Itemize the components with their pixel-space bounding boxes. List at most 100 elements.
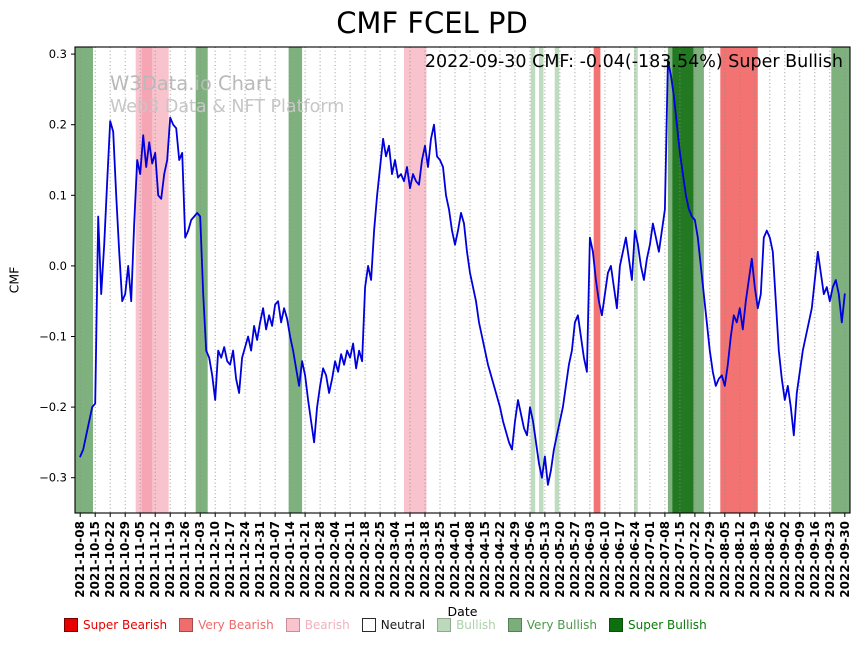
zone-band-bullish: [539, 47, 544, 513]
x-tick-label: 2021-11-05: [133, 521, 147, 598]
x-tick-label: 2022-06-24: [628, 521, 642, 598]
x-tick-label: 2022-02-04: [328, 521, 342, 598]
x-tick-label: 2021-11-26: [178, 521, 192, 598]
x-tick-label: 2021-12-24: [238, 521, 252, 598]
x-tick-label: 2022-09-02: [778, 521, 792, 598]
x-tick-label: 2022-06-03: [583, 521, 597, 598]
x-tick-label: 2022-04-01: [448, 521, 462, 598]
watermark-tagline: Web3 Data & NFT Platform: [110, 97, 345, 117]
x-tick-label: 2021-10-29: [118, 521, 132, 598]
y-tick-label: 0.2: [49, 118, 67, 132]
chart-title: CMF FCEL PD: [336, 6, 528, 40]
y-tick-label: −0.1: [39, 330, 67, 344]
zone-band-very_bearish: [720, 47, 758, 513]
legend-item: Neutral: [361, 618, 426, 632]
legend-label: Super Bearish: [83, 618, 168, 632]
x-tick-label: 2022-07-29: [703, 521, 717, 598]
plot-border: [74, 46, 851, 514]
x-tick-label: 2022-06-17: [613, 521, 627, 598]
x-axis-label: Date: [447, 604, 478, 619]
x-tick-label: 2022-04-15: [478, 521, 492, 598]
zone-band-bearish: [404, 47, 427, 513]
zone-band-bullish: [634, 47, 638, 513]
x-tick-label: 2022-07-01: [643, 521, 657, 598]
x-tick-label: 2022-01-21: [298, 521, 312, 598]
zone-band-very_bullish: [831, 47, 850, 513]
y-tick-label: 0.0: [49, 259, 67, 273]
x-tick-label: 2022-02-25: [373, 521, 387, 598]
x-tick-label: 2022-08-12: [733, 521, 747, 598]
legend-item: Bullish: [437, 618, 496, 632]
x-tick-label: 2022-08-05: [718, 521, 732, 598]
x-tick-label: 2021-11-19: [163, 521, 177, 598]
x-tick-label: 2022-08-19: [748, 521, 762, 598]
legend-label: Very Bearish: [198, 618, 274, 632]
x-tick-label: 2022-01-14: [283, 521, 297, 598]
x-tick-label: 2022-01-28: [313, 521, 327, 598]
x-tick-label: 2022-05-27: [568, 521, 582, 598]
y-tick-label: 0.3: [49, 47, 67, 61]
x-tick-label: 2022-04-08: [463, 521, 477, 598]
legend-swatch: [285, 618, 300, 632]
zone-band-super_bullish: [672, 47, 694, 513]
legend-item: Very Bearish: [179, 618, 274, 632]
legend-item: Bearish: [285, 618, 350, 632]
legend-label: Neutral: [380, 618, 426, 632]
zone-band-bullish: [530, 47, 536, 513]
x-tick-label: 2022-02-11: [343, 521, 357, 598]
x-tick-label: 2022-04-29: [508, 521, 522, 598]
zone-band-bearish: [141, 47, 153, 513]
legend-item: Super Bullish: [609, 618, 707, 632]
x-tick-label: 2022-05-13: [538, 521, 552, 598]
zone-band-very_bullish: [288, 47, 303, 513]
x-tick-label: 2021-12-17: [223, 521, 237, 598]
legend-label: Very Bullish: [526, 618, 597, 632]
y-tick-label: −0.3: [39, 471, 67, 485]
x-tick-label: 2022-03-18: [418, 521, 432, 598]
x-tick-label: 2022-02-18: [358, 521, 372, 598]
x-tick-label: 2022-03-04: [388, 521, 402, 598]
legend-item: Super Bearish: [64, 618, 167, 632]
legend-swatch: [64, 618, 78, 632]
legend-item: Very Bullish: [507, 618, 597, 632]
x-tick-label: 2022-07-15: [673, 521, 687, 598]
legend-swatch: [609, 618, 623, 632]
x-tick-label: 2022-09-16: [808, 521, 822, 598]
legend-swatch: [437, 618, 452, 632]
legend-label: Super Bullish: [628, 618, 707, 632]
x-tick-label: 2022-06-10: [598, 521, 612, 598]
x-tick-label: 2021-11-12: [148, 521, 162, 598]
x-tick-label: 2022-01-07: [268, 521, 282, 598]
x-tick-label: 2021-10-22: [103, 521, 117, 598]
y-tick-label: −0.2: [39, 400, 67, 414]
y-tick-label: 0.1: [49, 188, 67, 202]
x-tick-label: 2021-10-08: [73, 521, 87, 598]
x-tick-label: 2022-09-23: [823, 521, 837, 598]
legend: Super Bearish Very Bearish Bearish Neutral B…: [64, 618, 707, 632]
x-tick-label: 2022-03-25: [433, 521, 447, 598]
legend-swatch: [361, 618, 376, 632]
watermark-brand: W3Data.io Chart: [110, 72, 272, 95]
x-tick-label: 2022-03-11: [403, 521, 417, 598]
x-tick-label: 2021-12-03: [193, 521, 207, 598]
zone-band-very_bullish: [75, 47, 93, 513]
y-axis-label: CMF: [6, 266, 22, 294]
legend-label: Bearish: [304, 618, 350, 632]
x-tick-label: 2022-05-20: [553, 521, 567, 598]
chart-annotation: 2022-09-30 CMF: -0.04(-183.54%) Super Bu…: [424, 52, 843, 72]
x-tick-label: 2022-09-09: [793, 521, 807, 598]
x-tick-label: 2021-12-31: [253, 521, 267, 598]
legend-swatch: [507, 618, 522, 632]
x-tick-label: 2022-07-22: [688, 521, 702, 598]
x-tick-label: 2022-04-22: [493, 521, 507, 598]
legend-swatch: [179, 618, 194, 632]
zone-band-very_bearish: [593, 47, 601, 513]
x-tick-label: 2022-05-06: [523, 521, 537, 598]
zone-band-very_bullish: [195, 47, 208, 513]
x-tick-label: 2022-07-08: [658, 521, 672, 598]
legend-label: Bullish: [456, 618, 496, 632]
x-tick-label: 2021-12-10: [208, 521, 222, 598]
x-tick-label: 2022-08-26: [763, 521, 777, 598]
